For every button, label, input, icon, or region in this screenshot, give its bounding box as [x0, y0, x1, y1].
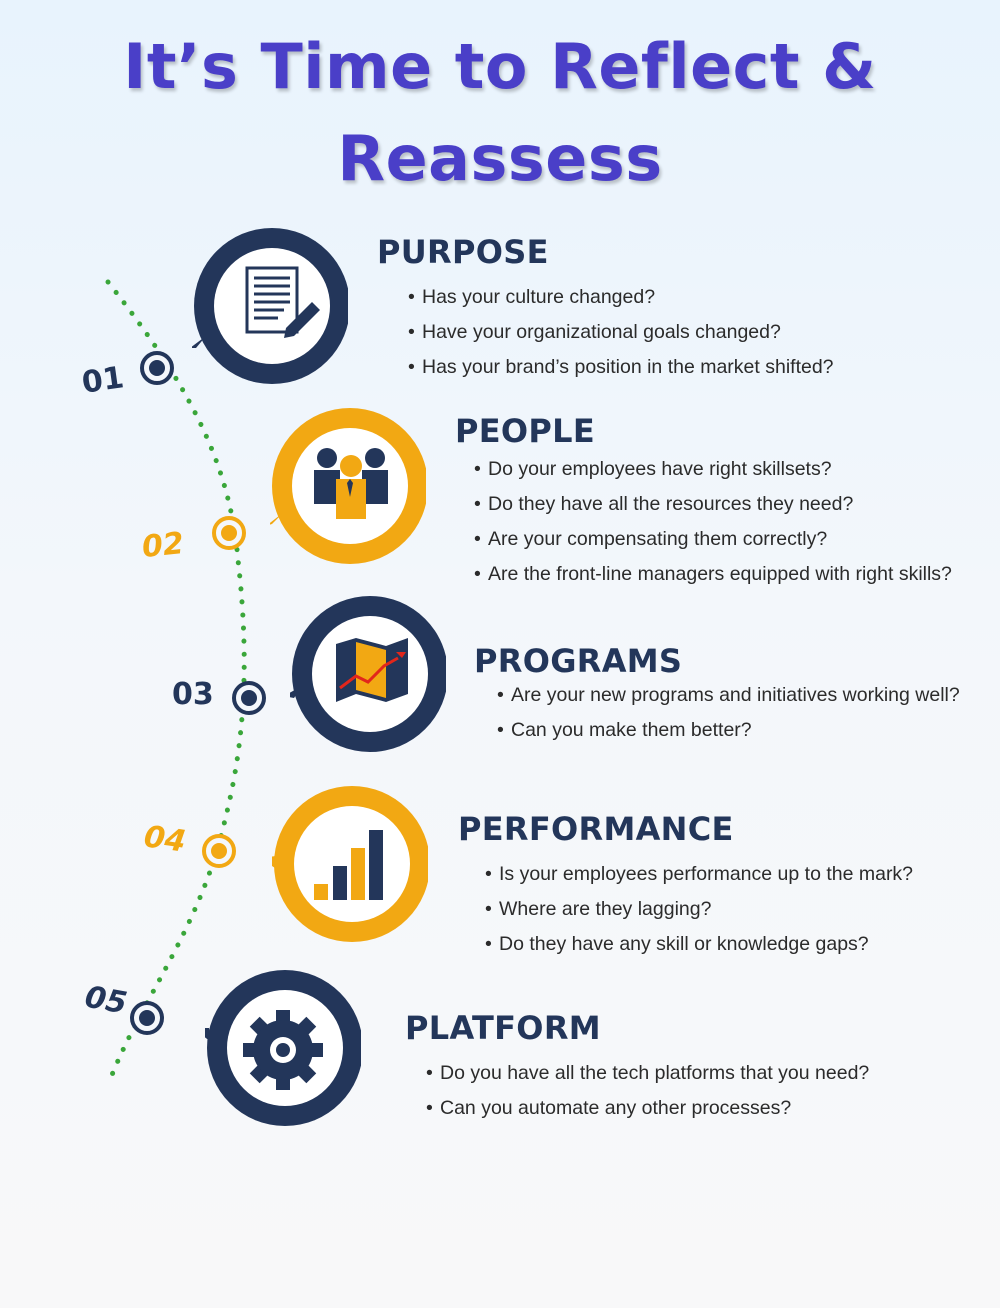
- list-item: • Are your compensating them correctly?: [474, 528, 828, 550]
- team-people-icon: [314, 448, 388, 519]
- programs-badge: [290, 596, 446, 752]
- list-item: • Is your employees performance up to the…: [485, 863, 914, 885]
- purpose-bullet-list: • Has your culture changed? • Have your or…: [408, 280, 834, 385]
- timeline-marker-04: [202, 834, 236, 868]
- purpose-badge: [192, 228, 348, 384]
- platform-bullet-list: • Do you have all the tech platforms that…: [426, 1056, 869, 1126]
- list-item: • Do you have all the tech platforms that…: [426, 1062, 870, 1084]
- section-heading-purpose: PURPOSE: [377, 233, 549, 271]
- section-heading-programs: PROGRAMS: [474, 642, 683, 680]
- list-item: • Are your new programs and initiatives w…: [497, 684, 960, 706]
- list-item: • Are the front-line managers equipped wi…: [474, 563, 952, 585]
- list-item: • Has your culture changed?: [408, 286, 656, 308]
- performance-badge: [272, 786, 428, 942]
- timeline-marker-01: [140, 351, 174, 385]
- people-badge: [270, 408, 426, 564]
- performance-bullet-list: • Is your employees performance up to the…: [485, 857, 913, 962]
- list-item: • Can you automate any other processes?: [426, 1097, 792, 1119]
- timeline-marker-02: [212, 516, 246, 550]
- section-heading-people: PEOPLE: [455, 412, 596, 450]
- gear-icon: [243, 1010, 323, 1090]
- section-heading-performance: PERFORMANCE: [458, 810, 734, 848]
- list-item: • Have your organizational goals changed?: [408, 321, 781, 343]
- step-number-04: 04: [141, 819, 188, 860]
- platform-badge: [205, 970, 361, 1126]
- document-pen-icon: [245, 266, 320, 338]
- list-item: • Where are they lagging?: [485, 898, 712, 920]
- page-title-line-2: Reassess: [337, 122, 663, 195]
- timeline-marker-05: [130, 1001, 164, 1035]
- people-bullet-list: • Do your employees have right skillsets?…: [474, 452, 952, 592]
- section-heading-platform: PLATFORM: [405, 1009, 601, 1047]
- timeline-marker-03: [232, 681, 266, 715]
- list-item: • Can you make them better?: [497, 719, 752, 741]
- programs-bullet-list: • Are your new programs and initiatives w…: [497, 678, 960, 748]
- bar-chart-icon: [314, 830, 383, 900]
- list-item: • Do they have all the resources they nee…: [474, 493, 854, 515]
- map-route-icon: [336, 638, 408, 702]
- step-number-02: 02: [140, 525, 186, 566]
- page-title-line-1: It’s Time to Reflect &: [123, 30, 877, 103]
- step-number-05: 05: [82, 979, 130, 1022]
- list-item: • Do they have any skill or knowledge gap…: [485, 933, 869, 955]
- list-item: • Has your brand’s position in the market…: [408, 356, 834, 378]
- step-number-03: 03: [172, 677, 214, 712]
- step-number-01: 01: [79, 360, 126, 401]
- list-item: • Do your employees have right skillsets?: [474, 458, 832, 480]
